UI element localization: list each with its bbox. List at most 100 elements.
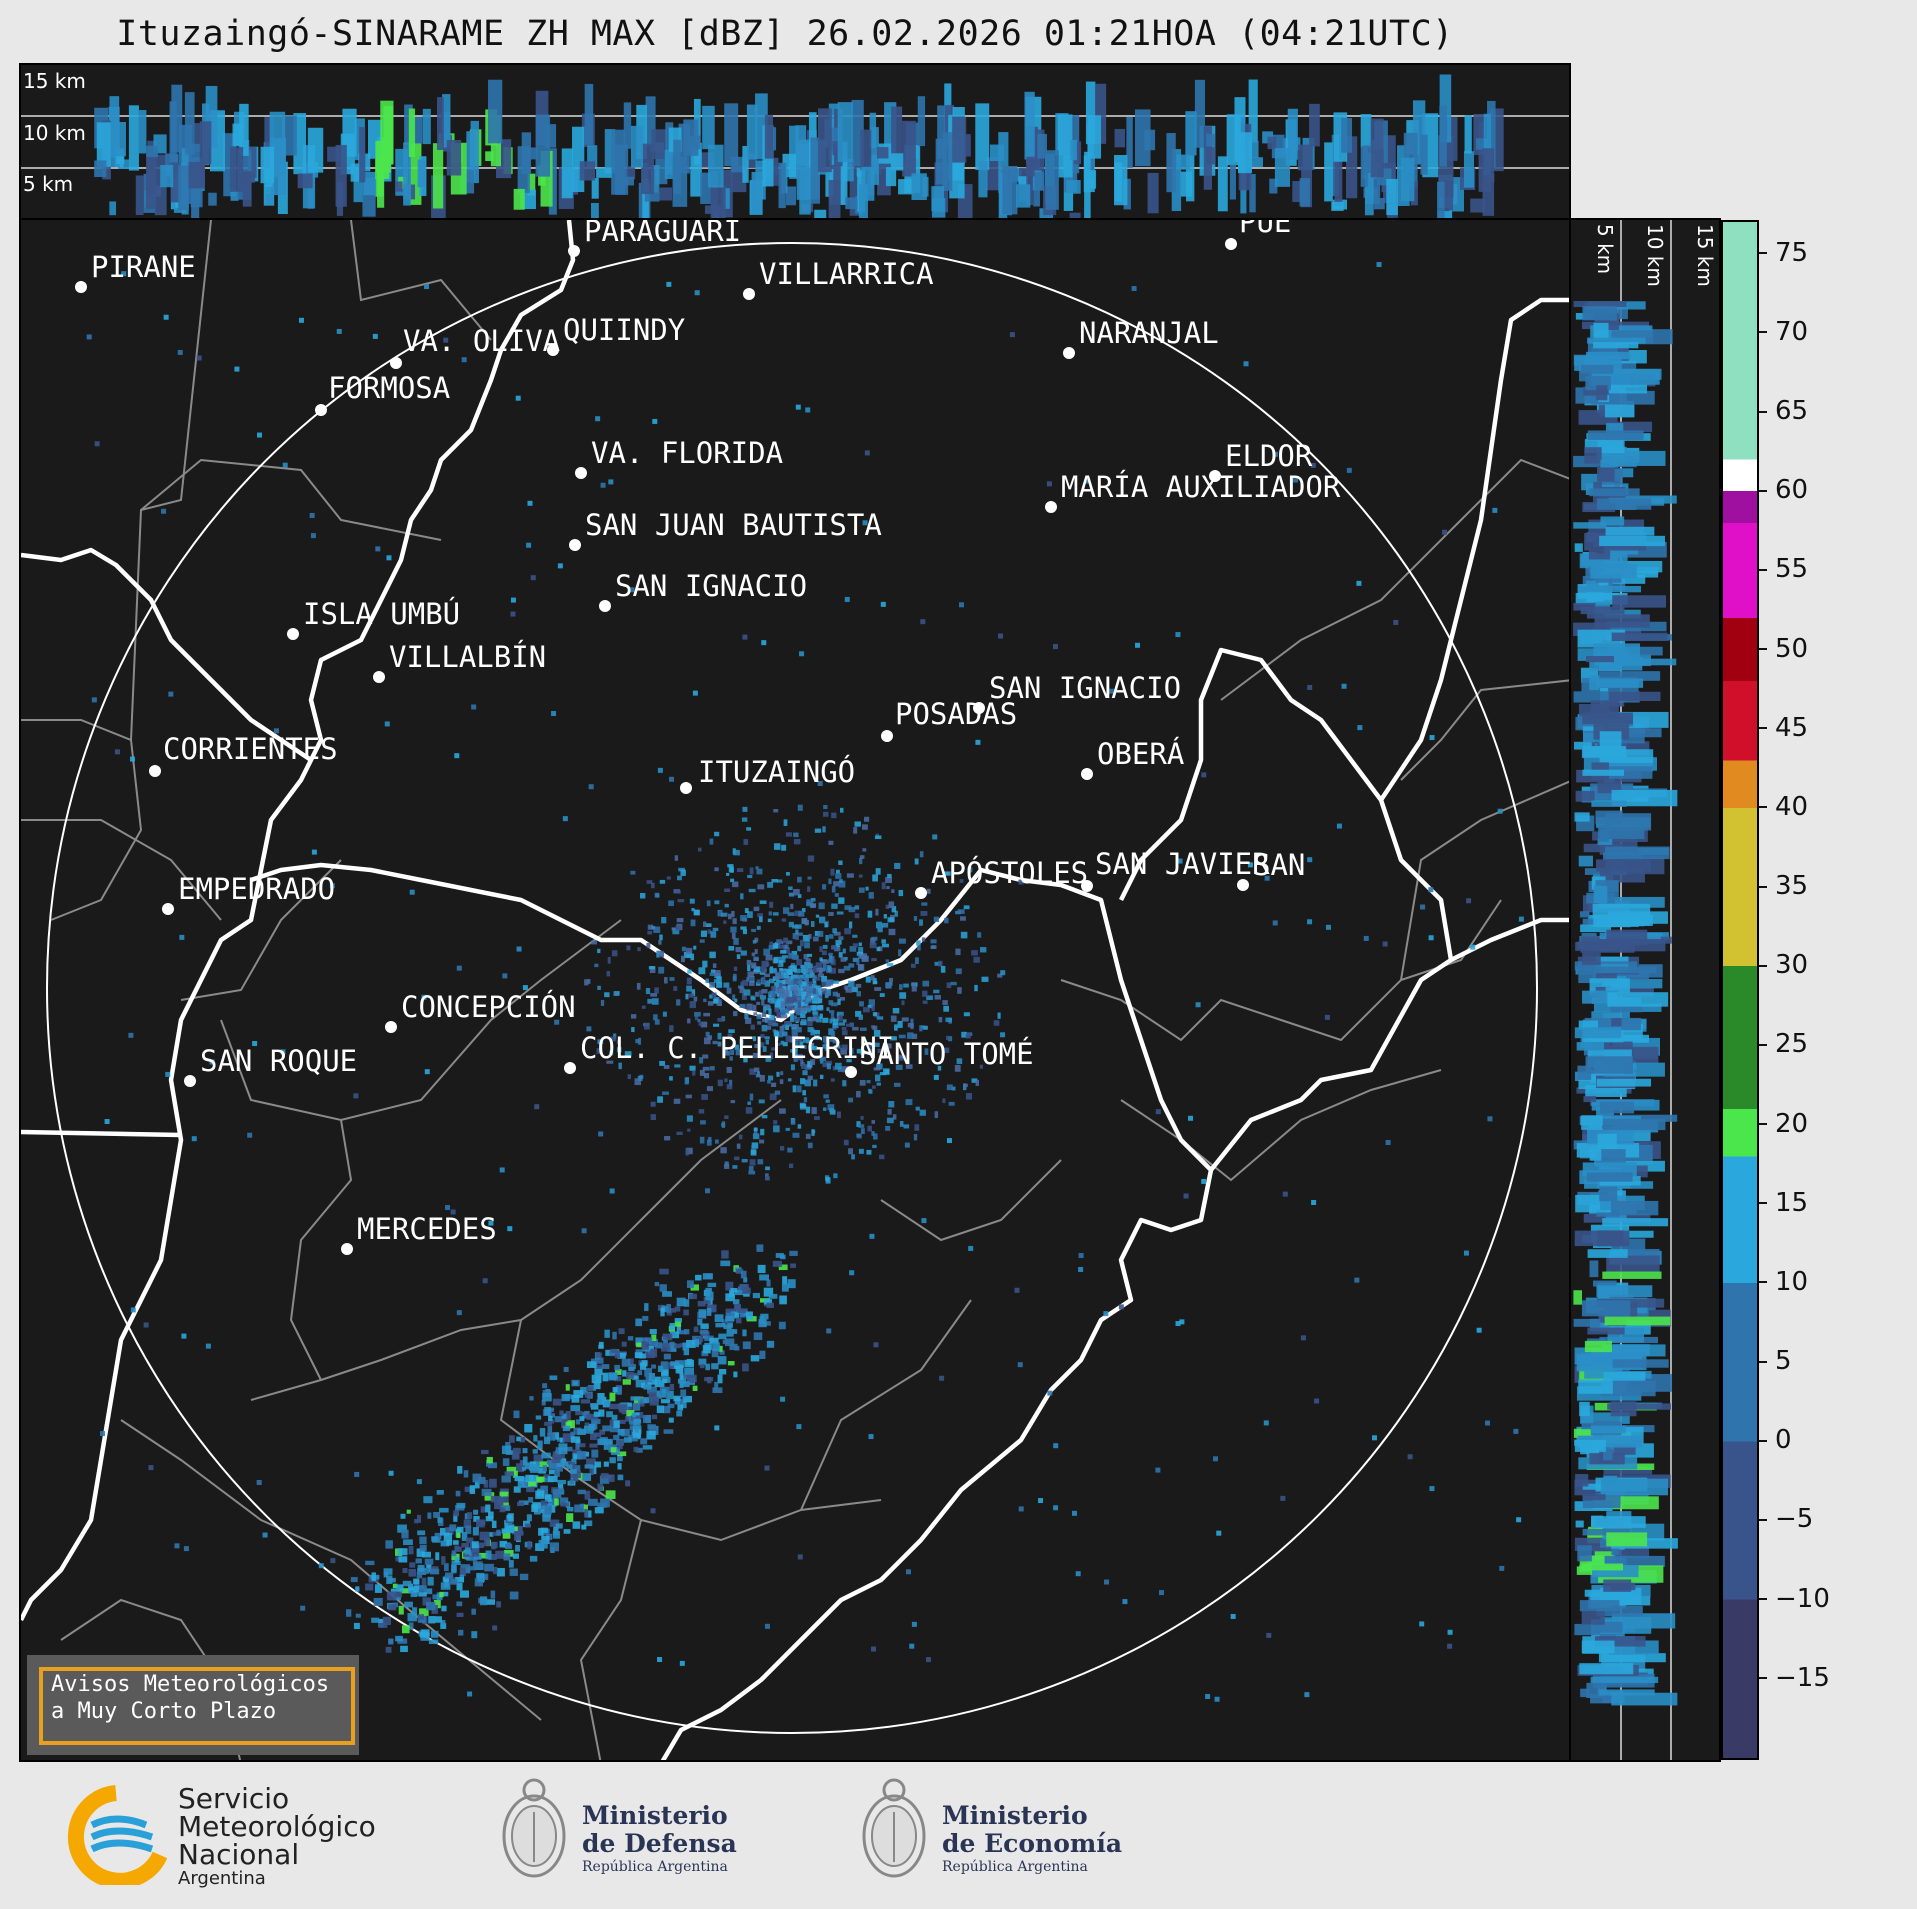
colorbar-tick: 70: [1759, 317, 1839, 347]
echo-cell: [423, 1496, 433, 1504]
echo-cell: [759, 1139, 765, 1144]
echo-cell: [484, 1563, 494, 1572]
echo-cell: [595, 416, 601, 422]
echo-cell: [488, 1553, 497, 1560]
echo-cell: [788, 892, 795, 897]
echo-cell: [422, 1567, 430, 1574]
echo-cell: [804, 979, 809, 984]
echo-cell: [675, 890, 681, 894]
echo-cell: [99, 1431, 105, 1437]
echo-cell: [1597, 1133, 1617, 1150]
echo-cell: [1608, 421, 1653, 433]
echo-cell: [768, 1293, 778, 1299]
echo-cell: [1439, 105, 1447, 167]
echo-cell: [516, 1463, 525, 1473]
echo-cell: [830, 1078, 835, 1082]
echo-cell: [440, 1582, 451, 1590]
echo-cell: [680, 1389, 687, 1398]
echo-cell: [852, 1026, 859, 1031]
echo-cell: [406, 1509, 411, 1514]
echo-cell: [1487, 1116, 1493, 1122]
echo-cell: [1026, 149, 1034, 206]
echo-cell: [609, 1457, 616, 1464]
echo-cell: [1581, 1563, 1624, 1571]
echo-cell: [810, 903, 817, 908]
city-label: ITUZAINGÓ: [698, 755, 855, 789]
radar-map[interactable]: PIRANE PARAGUARÍ VILLARRICA VA. OLIVA QUIIND…: [19, 218, 1571, 1762]
echo-cell: [677, 1404, 684, 1411]
echo-cell: [491, 1541, 496, 1550]
echo-cell: [229, 147, 244, 192]
echo-cell: [647, 930, 653, 935]
echo-cell: [862, 520, 868, 526]
echo-cell: [744, 908, 749, 914]
city-san-ignacio-ar: SAN IGNACIO: [973, 671, 1181, 714]
echo-cell: [1602, 1118, 1666, 1131]
echo-cell: [705, 1188, 710, 1194]
echo-cell: [1171, 149, 1182, 212]
echo-cell: [442, 94, 451, 148]
echo-cell: [803, 953, 809, 960]
echo-cell: [1610, 978, 1663, 989]
echo-cell: [575, 1419, 580, 1425]
echo-cell: [252, 1040, 258, 1046]
echo-cell: [716, 982, 723, 988]
echo-cell: [504, 1543, 513, 1550]
echo-cell: [1597, 838, 1613, 845]
echo-cell: [446, 1540, 452, 1546]
defensa-logo[interactable]: Ministerio de Defensa República Argentin…: [494, 1772, 774, 1896]
echo-cell: [441, 1556, 446, 1565]
echo-cell: [836, 1011, 844, 1017]
echo-cell: [544, 1406, 551, 1416]
echo-cell: [919, 1025, 923, 1032]
echo-cell: [663, 1429, 674, 1434]
echo-cell: [606, 1411, 613, 1418]
city-dot: [845, 1066, 857, 1078]
echo-cell: [779, 1295, 787, 1305]
echo-cell: [455, 1576, 464, 1583]
echo-cell: [647, 1424, 656, 1430]
city-dot: [881, 730, 893, 742]
economia-logo[interactable]: Ministerio de Economía República Argenti…: [854, 1772, 1154, 1896]
echo-cell: [699, 939, 705, 943]
echo-cell: [644, 1337, 653, 1345]
echo-cell: [825, 1060, 832, 1065]
echo-cell: [924, 1048, 929, 1055]
echo-cell: [617, 1440, 623, 1450]
echo-cell: [687, 993, 694, 998]
echo-cell: [673, 1098, 681, 1104]
echo-cell: [881, 922, 889, 928]
echo-cell: [960, 931, 968, 939]
echo-cell: [1580, 364, 1614, 374]
echo-cell: [765, 1017, 769, 1022]
echo-cell: [761, 1115, 768, 1119]
echo-cell: [786, 872, 790, 876]
warning-box[interactable]: Avisos Meteorológicos a Muy Corto Plazo: [27, 1655, 359, 1755]
echo-cell: [736, 868, 744, 873]
echo-cell: [703, 998, 707, 1003]
echo-cell: [796, 991, 802, 996]
echo-cell: [881, 882, 886, 890]
echo-cell: [584, 1490, 591, 1500]
defensa-line-1: Ministerio: [582, 1801, 728, 1830]
echo-cell: [828, 967, 836, 974]
echo-cell: [797, 1124, 802, 1129]
echo-cell: [668, 900, 674, 907]
echo-cell: [1582, 1528, 1631, 1536]
echo-cell: [524, 1480, 530, 1487]
colorbar-tick-label: 0: [1775, 1425, 1792, 1456]
echo-cell: [690, 953, 695, 961]
echo-cell: [776, 879, 783, 883]
echo-cell: [914, 1124, 920, 1131]
echo-cell: [743, 1277, 748, 1283]
echo-cell: [608, 1372, 618, 1380]
smn-logo[interactable]: Servicio Meteorológico Nacional Argentin…: [56, 1785, 396, 1889]
echo-cell: [703, 1037, 711, 1045]
echo-cell: [1582, 769, 1625, 776]
echo-cell: [879, 993, 885, 997]
echo-cell: [419, 1536, 427, 1545]
echo-cell: [975, 739, 981, 745]
echo-cell: [539, 1461, 549, 1468]
echo-cell: [700, 1323, 709, 1329]
echo-cell: [404, 1601, 413, 1608]
